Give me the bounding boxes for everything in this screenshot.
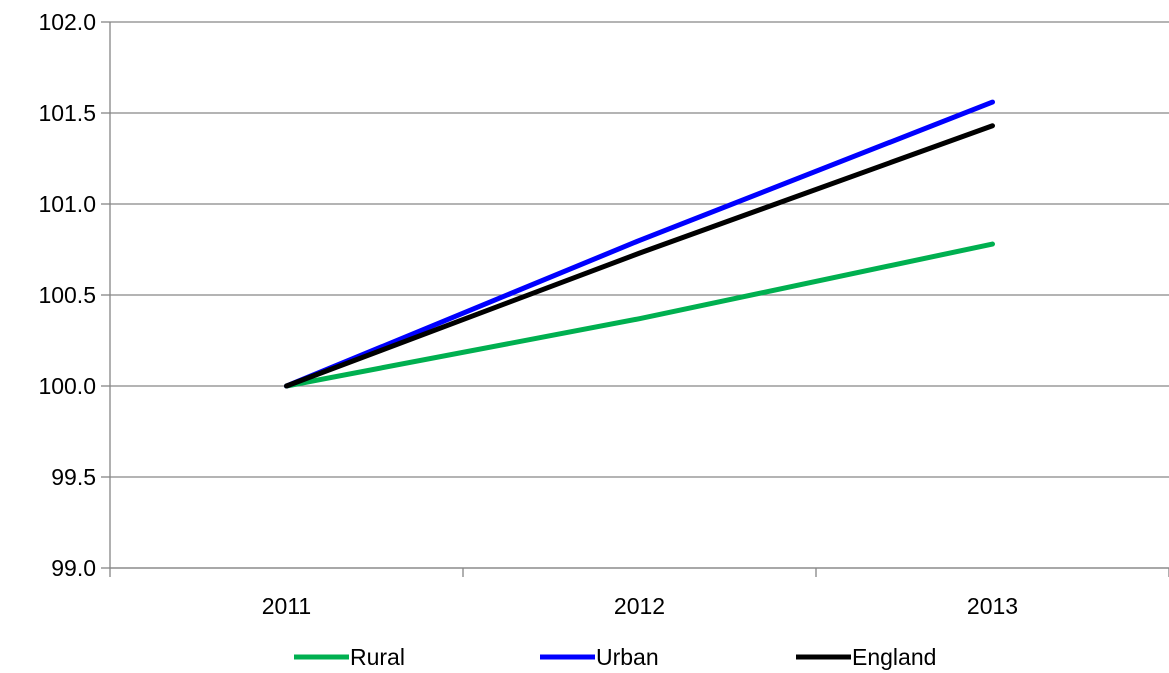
y-tick-label: 101.0 bbox=[38, 191, 96, 217]
legend: Rural Urban England bbox=[294, 644, 936, 670]
y-tick-label: 99.5 bbox=[51, 464, 96, 490]
y-tick-label: 100.0 bbox=[38, 373, 96, 399]
x-tick-label: 2013 bbox=[967, 593, 1018, 619]
gridlines bbox=[110, 21, 1169, 569]
y-tick-label: 101.5 bbox=[38, 100, 96, 126]
y-tick-label: 100.5 bbox=[38, 282, 96, 308]
series-line-urban bbox=[284, 99, 995, 389]
series-line-england bbox=[284, 123, 995, 389]
x-tick-label: 2011 bbox=[262, 593, 311, 619]
x-axis-tick-labels: 2011 2012 2013 bbox=[262, 593, 1018, 619]
x-tick-label: 2012 bbox=[614, 593, 665, 619]
y-tick-label: 99.0 bbox=[51, 555, 96, 581]
axes bbox=[101, 21, 1169, 577]
series-lines bbox=[284, 99, 995, 389]
series-line-rural bbox=[284, 241, 995, 389]
legend-label-urban: Urban bbox=[596, 644, 659, 670]
legend-label-rural: Rural bbox=[350, 644, 405, 670]
y-tick-label: 102.0 bbox=[38, 9, 96, 35]
y-axis-tick-labels: 99.0 99.5 100.0 100.5 101.0 101.5 102.0 bbox=[38, 9, 96, 581]
legend-label-england: England bbox=[852, 644, 936, 670]
